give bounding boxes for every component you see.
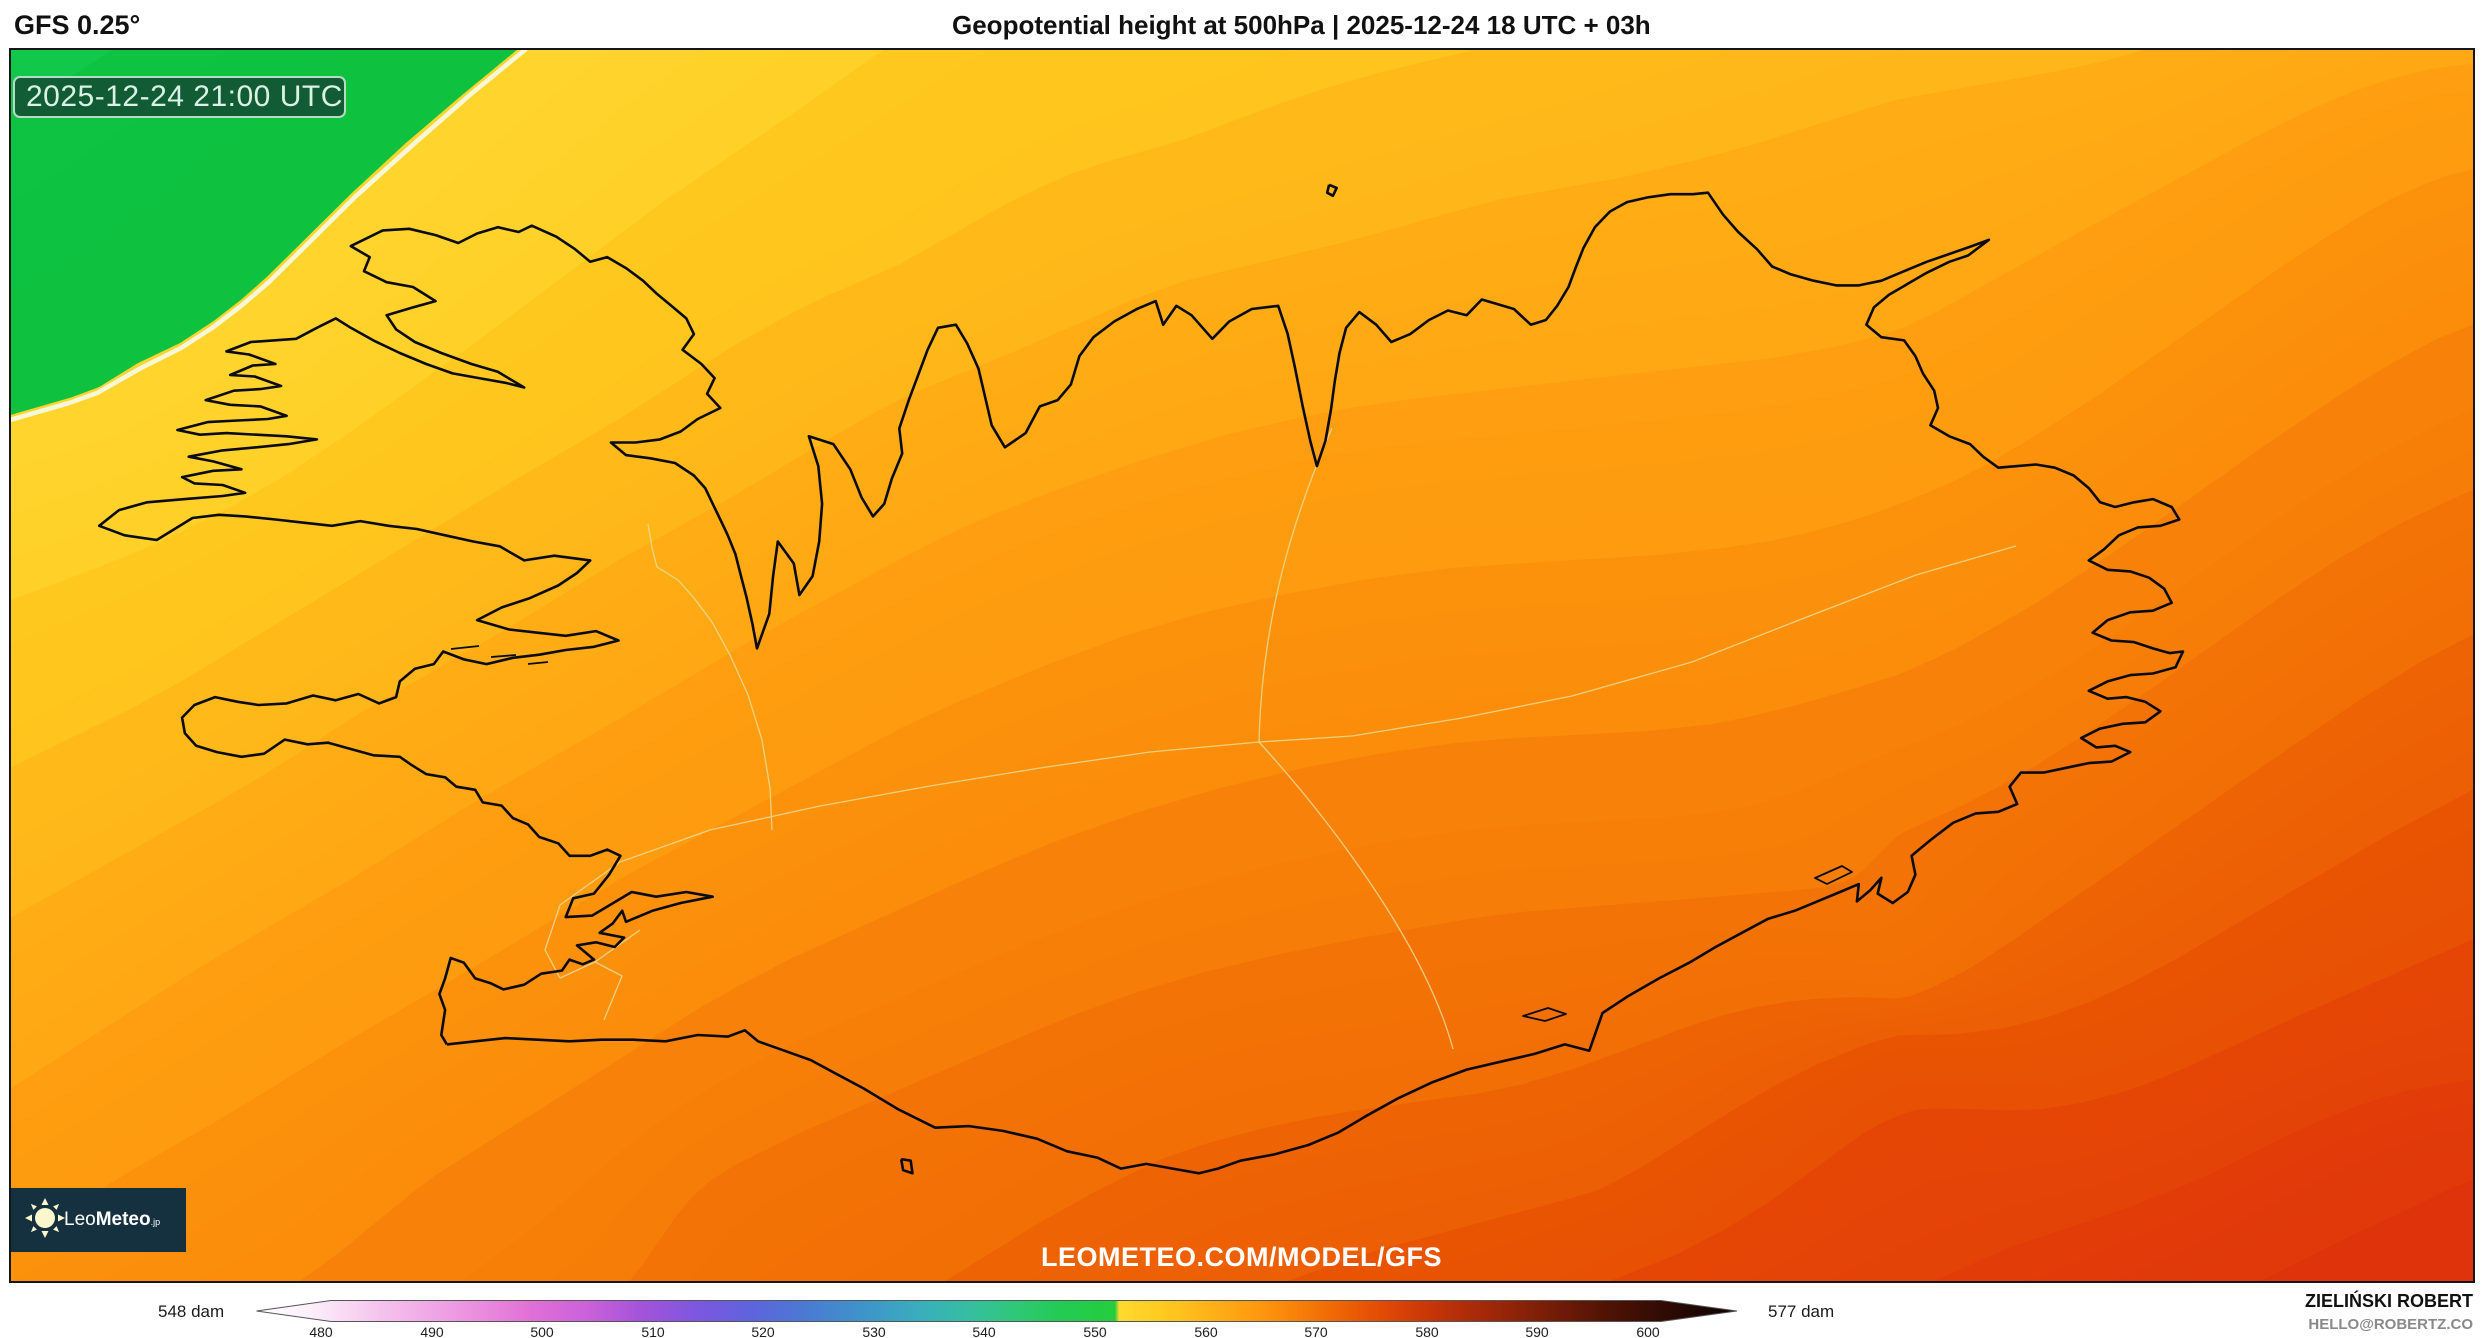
svg-text:500: 500 xyxy=(530,1324,554,1338)
svg-text:580: 580 xyxy=(1415,1324,1439,1338)
svg-text:600: 600 xyxy=(1636,1324,1660,1338)
svg-text:540: 540 xyxy=(972,1324,996,1338)
svg-text:570: 570 xyxy=(1304,1324,1328,1338)
svg-text:480: 480 xyxy=(309,1324,333,1338)
svg-text:550: 550 xyxy=(1083,1324,1107,1338)
svg-text:590: 590 xyxy=(1525,1324,1549,1338)
svg-text:490: 490 xyxy=(420,1324,444,1338)
svg-text:520: 520 xyxy=(751,1324,775,1338)
svg-text:560: 560 xyxy=(1194,1324,1218,1338)
svg-text:530: 530 xyxy=(862,1324,886,1338)
svg-text:510: 510 xyxy=(641,1324,665,1338)
